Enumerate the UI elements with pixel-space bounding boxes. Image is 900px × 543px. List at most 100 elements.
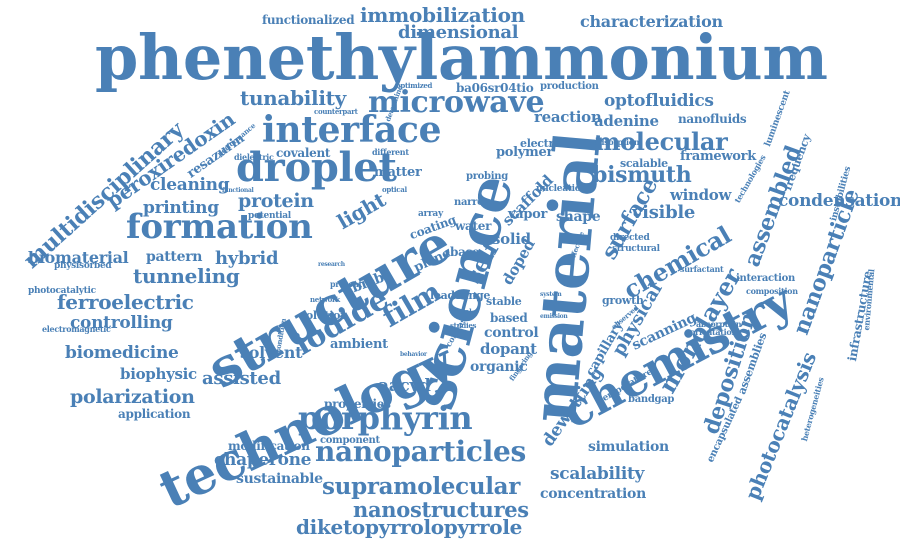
word: directed <box>610 233 650 243</box>
word: functionalized <box>262 13 355 27</box>
word: controlling <box>70 313 173 333</box>
word: supramolecular <box>322 473 521 500</box>
word: sustainable <box>236 471 323 487</box>
word: light <box>333 187 390 235</box>
word: matter <box>374 165 422 180</box>
word: lead <box>430 289 455 302</box>
word: nucleation <box>536 184 587 194</box>
word: bandgap <box>628 394 675 405</box>
word: aacvd <box>378 376 431 396</box>
word: functional <box>222 187 254 194</box>
word: molecular <box>595 127 728 156</box>
word: orientation <box>690 327 737 337</box>
word: concentration <box>540 486 646 502</box>
word: different <box>372 147 409 157</box>
word: absorption <box>696 319 742 329</box>
word: pattern <box>146 249 203 265</box>
word: research <box>318 261 345 268</box>
word: microwave <box>368 85 545 120</box>
word: reaction <box>534 108 602 126</box>
word: optofluidics <box>604 91 714 111</box>
word: water <box>455 219 492 233</box>
word: adenine <box>594 112 659 130</box>
word: ferroelectric <box>57 290 194 314</box>
word: biophysic <box>120 365 197 383</box>
word: network <box>310 295 340 304</box>
word: shape <box>556 209 601 225</box>
word: biomaterial <box>28 248 129 267</box>
word: tunneling <box>133 264 240 288</box>
word: biomedicine <box>65 343 179 363</box>
word: surfactant <box>680 264 724 274</box>
word: vapor <box>508 207 548 222</box>
word: luminescent <box>763 89 793 149</box>
word: based <box>490 311 528 325</box>
word: stable <box>486 295 522 308</box>
word: assisted <box>202 368 281 389</box>
word: solvent <box>240 343 303 362</box>
word: scalable <box>620 157 668 170</box>
word: base <box>450 245 480 259</box>
word: electrode <box>520 137 576 150</box>
word: nanoparticles <box>315 435 526 468</box>
word: framework <box>680 149 756 164</box>
word: nanofluids <box>678 112 747 126</box>
word: phenethylammonium <box>95 21 828 94</box>
word: narrow <box>454 197 492 208</box>
word: counterpart <box>314 107 358 116</box>
word: interface <box>262 109 442 151</box>
word: formation <box>126 207 313 247</box>
word: organic <box>470 359 528 375</box>
word: diketopyrrolopyrrole <box>296 515 523 539</box>
word: component <box>320 435 380 446</box>
word: condensation <box>778 191 900 211</box>
word: ba06sr04tio <box>456 81 534 95</box>
word: tunability <box>240 86 346 110</box>
word: dielectric <box>234 152 274 162</box>
word: novel <box>452 307 472 316</box>
word: emission <box>540 313 568 320</box>
word: dopant <box>480 340 537 358</box>
word: characterization <box>580 12 723 31</box>
word: polymer <box>496 145 554 160</box>
word: adsorption <box>594 137 640 147</box>
word: dimensional <box>398 22 519 43</box>
word: printing <box>143 198 219 218</box>
word: behavior <box>400 351 427 358</box>
word: window <box>670 186 732 204</box>
word: optimized <box>396 81 433 90</box>
word: modification <box>228 439 310 453</box>
word: growth <box>602 294 644 307</box>
word: cleaning <box>150 175 230 195</box>
word: composition <box>746 286 798 296</box>
word: application <box>118 407 191 421</box>
word: ambient <box>330 337 388 352</box>
word: porphyrin <box>298 399 473 437</box>
word: simulation <box>588 439 669 455</box>
word: scalability <box>550 464 645 484</box>
word: system <box>540 291 562 298</box>
word: range <box>456 289 491 302</box>
word: covalent <box>276 146 331 160</box>
word: probing <box>466 171 508 182</box>
word: control <box>484 325 539 341</box>
word: properties <box>324 397 391 411</box>
word: chaperone <box>214 450 312 470</box>
word: photocatalytic <box>28 286 96 296</box>
word: visible <box>632 202 696 223</box>
word: solid <box>492 230 531 248</box>
word: electromagnetic <box>42 324 111 334</box>
word: solution <box>300 309 348 322</box>
word: hybrid <box>215 248 279 269</box>
word: studies <box>450 321 477 330</box>
word: bismuth <box>592 162 692 188</box>
word: potential <box>248 211 291 221</box>
word: nanostructures <box>353 497 529 522</box>
word: present <box>330 279 362 289</box>
word: array <box>418 209 443 219</box>
word: structural <box>612 244 660 254</box>
word: protein <box>238 190 314 212</box>
word: polarization <box>70 386 195 408</box>
word: production <box>540 81 599 92</box>
